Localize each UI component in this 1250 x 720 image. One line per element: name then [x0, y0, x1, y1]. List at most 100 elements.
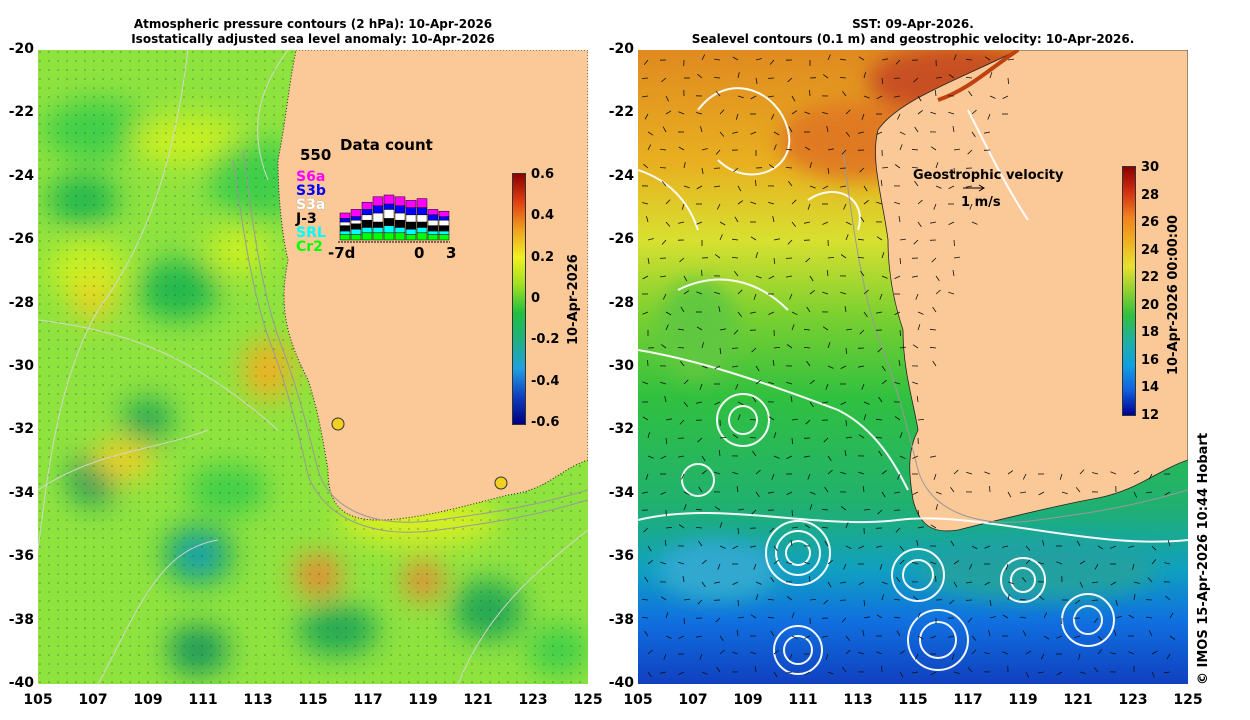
velocity-vector	[679, 257, 685, 263]
colorbar-tick-label: 14	[1141, 380, 1160, 396]
velocity-vector	[733, 329, 739, 335]
left-longitude-tick: 107	[78, 692, 108, 708]
histogram-bar-segment	[372, 196, 384, 207]
velocity-vector	[840, 506, 847, 511]
velocity-vector	[1002, 545, 1009, 548]
velocity-vector	[863, 311, 868, 318]
velocity-vector	[1115, 599, 1118, 606]
velocity-vector	[894, 491, 901, 494]
velocity-vector	[826, 269, 829, 277]
colorbar-tick-label: 0.4	[531, 208, 555, 224]
sealevel-contours	[638, 87, 1188, 675]
velocity-vector	[863, 599, 866, 606]
velocity-vector	[912, 561, 919, 565]
velocity-vector	[665, 221, 671, 227]
velocity-vector	[917, 311, 924, 315]
velocity-vector	[971, 221, 978, 225]
velocity-vector	[719, 522, 723, 529]
velocity-vector	[914, 653, 919, 660]
velocity-vector	[971, 109, 977, 115]
velocity-vector	[665, 635, 672, 639]
velocity-vector	[665, 110, 672, 115]
left-longitude-tick: 113	[243, 692, 273, 708]
histogram-bar-segment	[416, 221, 428, 228]
velocity-vector	[875, 436, 883, 439]
velocity-vector	[899, 131, 906, 136]
velocity-vector	[935, 504, 938, 511]
velocity-vector	[823, 599, 829, 605]
velocity-vector	[715, 91, 721, 97]
velocity-vector	[876, 311, 883, 314]
data-count-max: 550	[300, 146, 332, 164]
velocity-vector	[878, 396, 883, 403]
velocity-vector	[734, 270, 739, 277]
velocity-vector	[755, 179, 757, 187]
velocity-vector	[665, 418, 672, 421]
velocity-vector	[789, 653, 793, 660]
velocity-vector	[863, 289, 869, 295]
velocity-vector	[845, 635, 851, 641]
velocity-vector	[773, 432, 777, 439]
velocity-vector	[1110, 581, 1117, 586]
histogram-bar-segment	[427, 225, 439, 232]
velocity-vector	[809, 491, 816, 495]
velocity-vector	[1093, 617, 1099, 623]
velocity-vector	[683, 491, 690, 496]
velocity-vector	[988, 630, 991, 637]
velocity-vector	[770, 576, 775, 583]
velocity-vector	[912, 381, 919, 385]
anomaly-date-label: 10-Apr-2026	[566, 254, 581, 345]
velocity-vector	[1007, 58, 1014, 61]
velocity-vector	[930, 671, 937, 676]
velocity-vector	[881, 379, 887, 385]
histogram-bar-segment	[438, 216, 450, 221]
velocity-vector	[953, 560, 960, 565]
velocity-vector	[662, 293, 667, 300]
velocity-vector	[714, 185, 721, 188]
velocity-vector	[664, 539, 667, 547]
velocity-vector	[1128, 545, 1135, 548]
velocity-vector	[894, 616, 901, 619]
velocity-vector	[863, 185, 868, 192]
velocity-vector	[737, 311, 743, 317]
velocity-vector	[755, 58, 762, 61]
velocity-vector	[1079, 469, 1085, 475]
velocity-vector	[877, 347, 883, 353]
velocity-vector	[749, 418, 757, 421]
velocity-vector	[965, 77, 973, 79]
velocity-vector	[660, 381, 667, 385]
left-latitude-tick: -38	[8, 611, 34, 628]
histogram-bar-segment	[383, 209, 395, 219]
data-count-xlabel-zero: 0	[414, 244, 425, 262]
velocity-vector	[984, 471, 991, 475]
velocity-vector	[791, 199, 797, 205]
velocity-vector	[876, 201, 883, 205]
histogram-bar-segment	[361, 201, 373, 210]
velocity-scale-label: 1 m/s	[961, 195, 1001, 210]
right-latitude-tick: -26	[608, 231, 634, 248]
velocity-vector	[827, 559, 833, 565]
velocity-vector	[714, 401, 721, 405]
velocity-vector	[701, 148, 708, 151]
velocity-vector	[809, 599, 817, 601]
velocity-vector	[894, 95, 901, 98]
velocity-vector	[678, 524, 685, 529]
velocity-vector	[665, 311, 672, 316]
velocity-vector	[698, 486, 703, 493]
velocity-vector	[989, 72, 993, 79]
velocity-vector	[953, 581, 958, 588]
velocity-vector	[751, 347, 757, 353]
velocity-vector	[718, 306, 721, 313]
right-longitude-tick: 105	[623, 692, 653, 708]
velocity-vector	[660, 561, 667, 565]
velocity-vector	[642, 202, 649, 205]
velocity-vector	[803, 347, 811, 349]
velocity-vector	[881, 167, 889, 169]
velocity-vector	[791, 95, 796, 102]
velocity-scale-arrow	[963, 184, 985, 192]
velocity-vector	[876, 614, 883, 619]
velocity-vector	[914, 180, 919, 187]
velocity-vector	[1147, 577, 1153, 583]
histogram-bar-segment	[427, 219, 439, 226]
velocity-vector	[876, 545, 883, 548]
